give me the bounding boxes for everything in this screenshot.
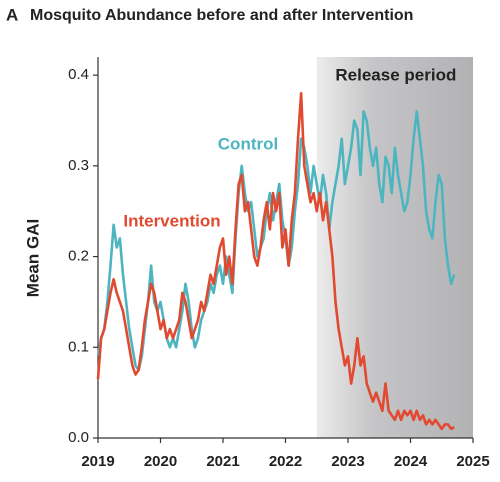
y-tick-label: 0.1: [68, 338, 89, 355]
y-tick-label: 0.0: [68, 429, 89, 446]
x-tick-label: 2020: [144, 453, 177, 470]
x-tick-label: 2024: [394, 453, 428, 470]
x-tick-label: 2022: [269, 453, 302, 470]
release-period-label: Release period: [335, 65, 456, 84]
y-tick-label: 0.4: [68, 66, 89, 83]
x-tick-label: 2019: [81, 453, 114, 470]
legend-label: Control: [218, 134, 278, 153]
y-tick-label: 0.3: [68, 157, 89, 174]
release-period-shade: [316, 57, 473, 438]
x-tick-label: 2021: [206, 453, 239, 470]
legend-label: Intervention: [123, 211, 220, 230]
y-axis-label: Mean GAI: [23, 219, 42, 297]
x-tick-label: 2023: [331, 453, 364, 470]
x-tick-label: 2025: [456, 453, 489, 470]
chart-title: Mosquito Abundance before and after Inte…: [30, 7, 413, 24]
y-tick-label: 0.2: [68, 248, 89, 265]
panel-label: A: [6, 5, 18, 24]
series-line: [96, 91, 455, 431]
plot-area: Release period 0.0 0.1 0.2 0.3 0.4 2019 2020 202…: [68, 57, 490, 470]
